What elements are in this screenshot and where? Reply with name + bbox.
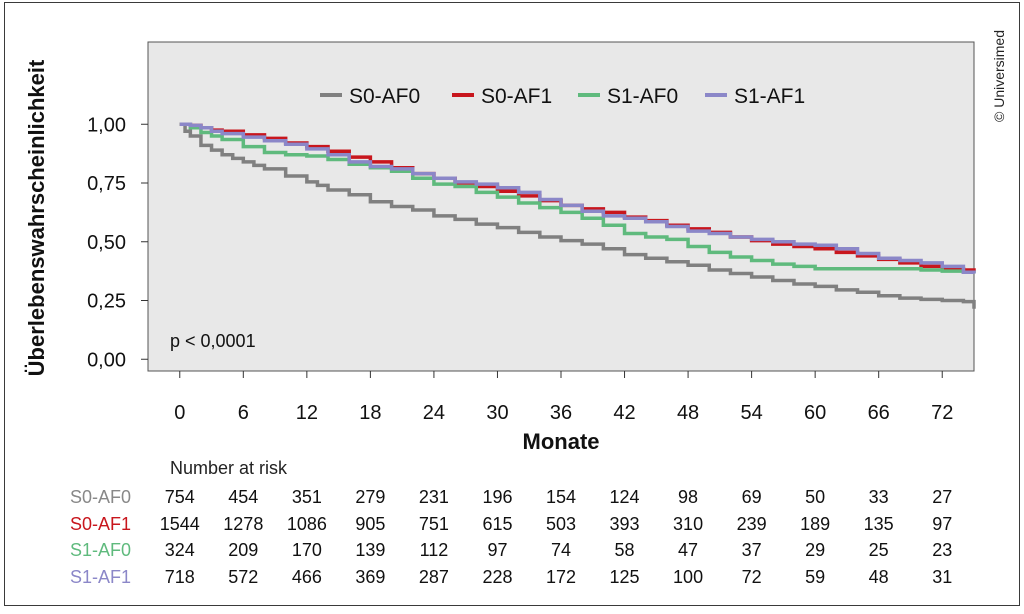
- risk-cell: 58: [615, 540, 635, 560]
- x-tick-label: 66: [868, 402, 890, 424]
- risk-cell: 454: [228, 487, 258, 507]
- risk-cell: 23: [932, 540, 952, 560]
- risk-cell: 33: [869, 487, 889, 507]
- x-tick-label: 30: [486, 402, 508, 424]
- p-value-annotation: p < 0,0001: [170, 331, 256, 351]
- legend-label: S0-AF0: [349, 85, 420, 108]
- risk-cell: 324: [165, 540, 195, 560]
- x-tick-label: 6: [238, 402, 249, 424]
- risk-cell: 72: [742, 567, 762, 587]
- series-line-s1-af1: [179, 122, 976, 275]
- legend-label: S1-AF0: [607, 85, 678, 108]
- risk-cell: 209: [228, 540, 258, 560]
- risk-cell: 97: [932, 514, 952, 534]
- x-tick-label: 12: [296, 402, 318, 424]
- risk-cell: 124: [610, 487, 640, 507]
- x-tick-label: 48: [677, 402, 699, 424]
- risk-row-name: S0-AF1: [70, 514, 131, 534]
- risk-row-name: S0-AF0: [70, 487, 131, 507]
- risk-cell: 1544: [160, 514, 200, 534]
- risk-cell: 228: [482, 567, 512, 587]
- risk-cell: 196: [482, 487, 512, 507]
- risk-cell: 125: [610, 567, 640, 587]
- series-line-s0-af0: [179, 122, 976, 309]
- x-tick-label: 0: [174, 402, 185, 424]
- copyright-notice: © Universimed: [991, 30, 1007, 122]
- series-line-s1-af0: [179, 122, 976, 275]
- risk-cell: 154: [546, 487, 576, 507]
- risk-cell: 369: [355, 567, 385, 587]
- x-tick-label: 24: [423, 402, 445, 424]
- risk-row-name: S1-AF1: [70, 567, 131, 587]
- risk-cell: 170: [292, 540, 322, 560]
- risk-cell: 100: [673, 567, 703, 587]
- risk-cell: 47: [678, 540, 698, 560]
- figure-frame: [4, 2, 1020, 606]
- risk-cell: 351: [292, 487, 322, 507]
- risk-cell: 615: [482, 514, 512, 534]
- risk-cell: 310: [673, 514, 703, 534]
- risk-cell: 37: [742, 540, 762, 560]
- risk-cell: 69: [742, 487, 762, 507]
- legend: S0-AF0 S0-AF1 S1-AF0 S1-AF1: [320, 85, 805, 108]
- y-tick-label: 0,50: [87, 232, 126, 254]
- x-tick-label: 42: [613, 402, 635, 424]
- risk-cell: 172: [546, 567, 576, 587]
- risk-cell: 231: [419, 487, 449, 507]
- risk-cell: 466: [292, 567, 322, 587]
- risk-cell: 279: [355, 487, 385, 507]
- y-tick-label: 0,00: [87, 349, 126, 371]
- risk-cell: 50: [805, 487, 825, 507]
- risk-row-name: S1-AF0: [70, 540, 131, 560]
- y-tick-label: 0,25: [87, 291, 126, 313]
- series-lines: [179, 122, 976, 309]
- legend-label: S1-AF1: [734, 85, 805, 108]
- risk-cell: 189: [800, 514, 830, 534]
- plot-area: [147, 41, 975, 372]
- risk-cell: 751: [419, 514, 449, 534]
- risk-cell: 135: [864, 514, 894, 534]
- risk-cell: 905: [355, 514, 385, 534]
- x-tick-label: 54: [740, 402, 762, 424]
- risk-table: Number at risk S0-AF0 754 454 351 279 231 196 1…: [70, 458, 952, 587]
- risk-cell: 503: [546, 514, 576, 534]
- risk-cell: 27: [932, 487, 952, 507]
- risk-cell: 74: [551, 540, 571, 560]
- legend-label: S0-AF1: [481, 85, 552, 108]
- risk-cell: 29: [805, 540, 825, 560]
- risk-cell: 1086: [287, 514, 327, 534]
- risk-cell: 393: [610, 514, 640, 534]
- y-tick-label: 0,75: [87, 173, 126, 195]
- risk-cell: 48: [869, 567, 889, 587]
- risk-cell: 287: [419, 567, 449, 587]
- risk-cell: 139: [355, 540, 385, 560]
- x-tick-label: 60: [804, 402, 826, 424]
- x-axis-title: Monate: [523, 429, 600, 454]
- risk-cell: 97: [487, 540, 507, 560]
- risk-cell: 31: [932, 567, 952, 587]
- risk-cell: 754: [165, 487, 195, 507]
- y-axis-title: Überlebenswahrscheinlichkeit: [24, 59, 49, 376]
- risk-cell: 59: [805, 567, 825, 587]
- x-tick-label: 36: [550, 402, 572, 424]
- x-tick-label: 72: [931, 402, 953, 424]
- axes: 0,00 0,25 0,50 0,75 1,00 0 6 12 18 24 30 36 42 48 54 60…: [87, 114, 953, 424]
- y-tick-label: 1,00: [87, 114, 126, 136]
- risk-cell: 1278: [223, 514, 263, 534]
- x-tick-label: 18: [359, 402, 381, 424]
- risk-cell: 98: [678, 487, 698, 507]
- risk-cell: 25: [869, 540, 889, 560]
- risk-cell: 239: [737, 514, 767, 534]
- risk-cell: 718: [165, 567, 195, 587]
- risk-cell: 112: [420, 540, 449, 560]
- risk-cell: 572: [228, 567, 258, 587]
- risk-table-title: Number at risk: [170, 458, 288, 478]
